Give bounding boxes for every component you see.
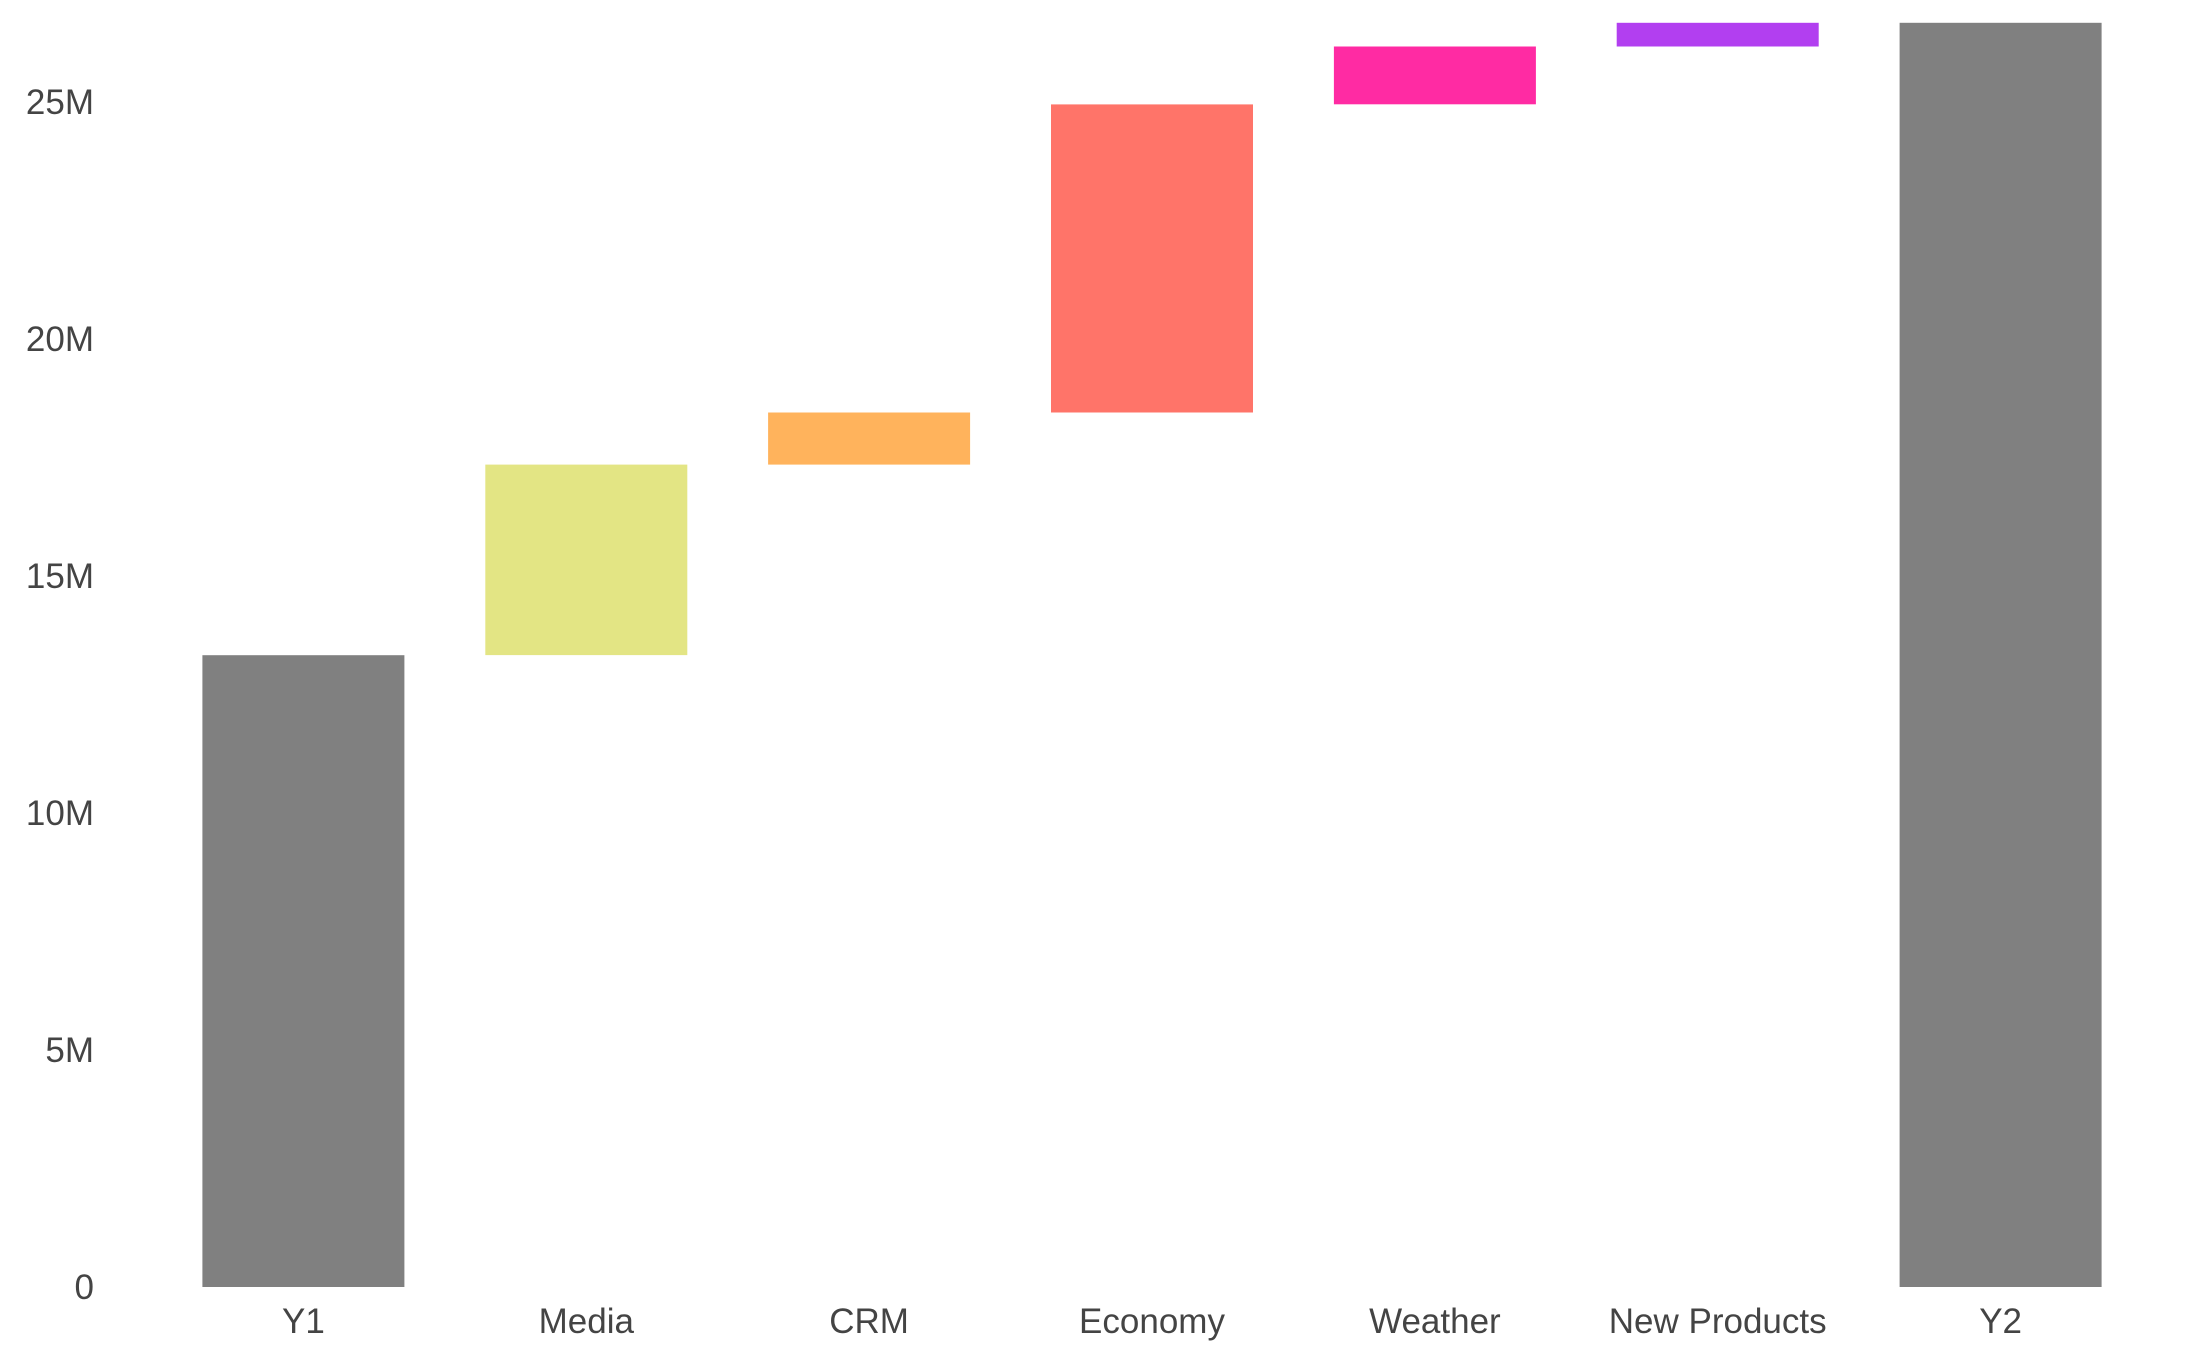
x-tick-label-new-products: New Products <box>1609 1302 1827 1341</box>
y-axis: 0 5M 10M 15M 20M 25M <box>26 83 94 1307</box>
x-axis: Y1 Media CRM Economy Weather New Products Y2 <box>282 1302 2022 1341</box>
y-tick-label: 25M <box>26 83 94 122</box>
bar-weather <box>1333 46 1536 105</box>
x-tick-label-media: Media <box>539 1302 635 1341</box>
bars-layer <box>202 22 2102 1287</box>
bar-crm <box>768 412 971 465</box>
x-tick-label-economy: Economy <box>1079 1302 1225 1341</box>
bar-economy <box>1051 104 1253 413</box>
bar-new-products <box>1616 22 1819 47</box>
x-tick-label-weather: Weather <box>1369 1302 1501 1341</box>
x-tick-label-y1: Y1 <box>282 1302 325 1341</box>
x-tick-label-y2: Y2 <box>1979 1302 2022 1341</box>
bar-media <box>485 464 688 656</box>
y-tick-label: 5M <box>45 1031 94 1070</box>
y-tick-label: 10M <box>26 794 94 833</box>
y-tick-label: 20M <box>26 320 94 359</box>
bar-y2 <box>1899 22 2102 1287</box>
x-tick-label-crm: CRM <box>829 1302 909 1341</box>
y-tick-label: 0 <box>75 1268 94 1307</box>
bar-y1 <box>202 655 405 1287</box>
y-tick-label: 15M <box>26 557 94 596</box>
